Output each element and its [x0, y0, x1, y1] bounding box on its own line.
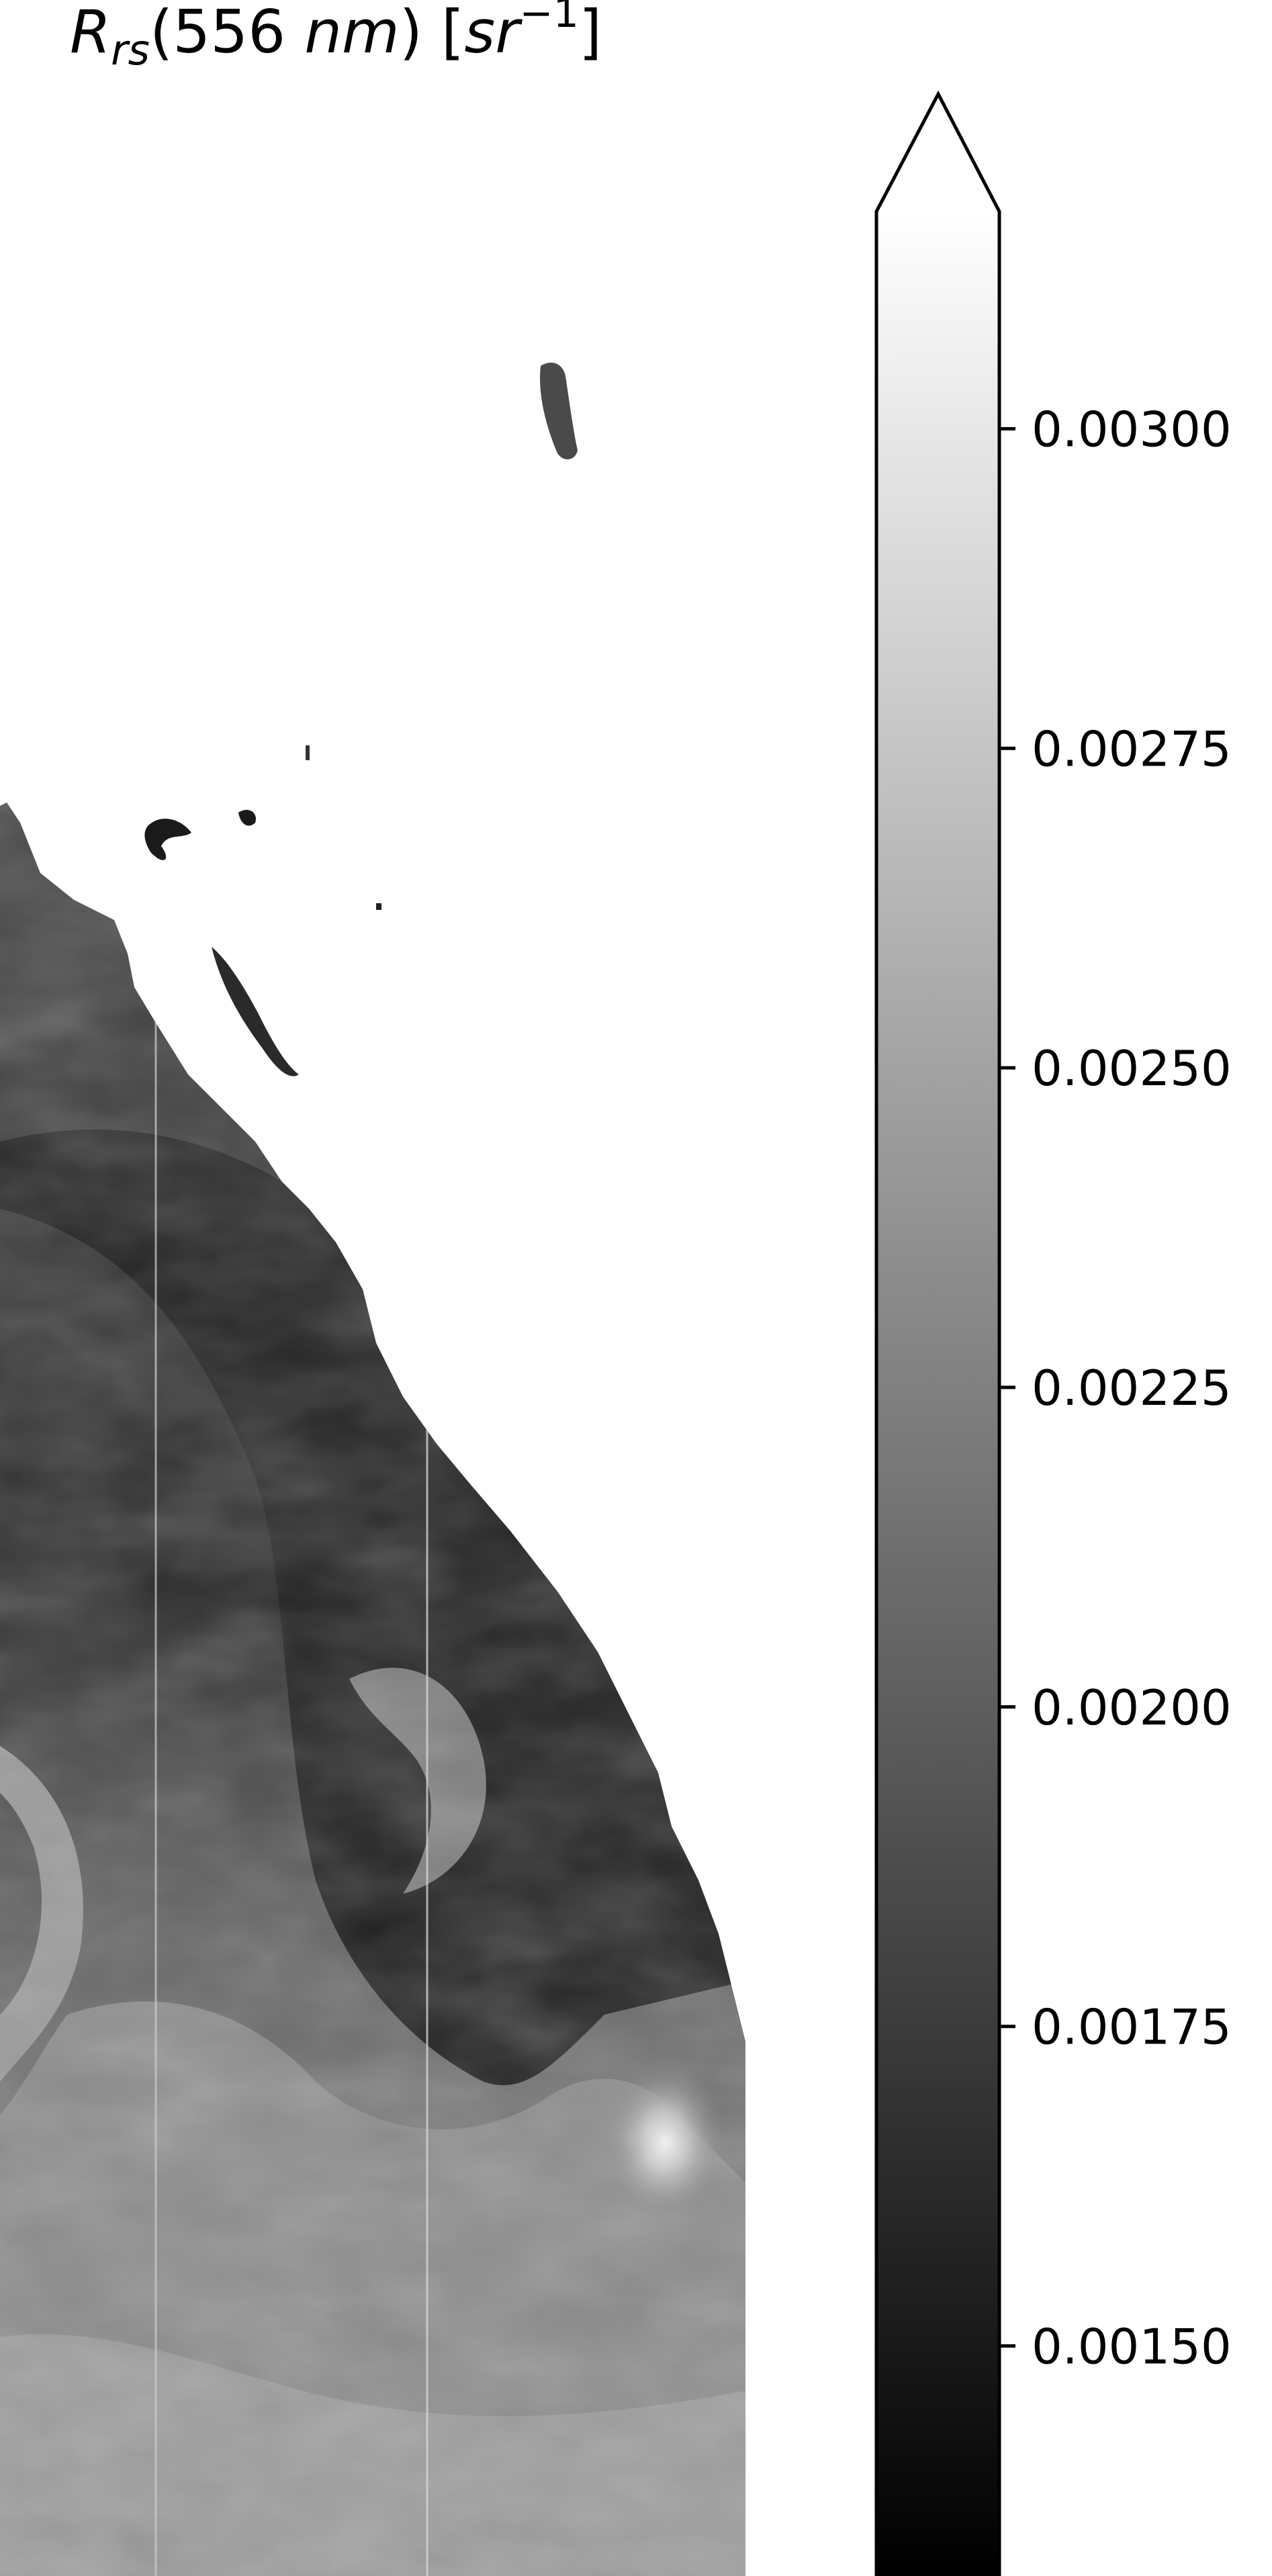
island-patch-a — [144, 819, 191, 860]
title-subscript: rs — [111, 26, 150, 75]
colorbar-gradient — [876, 212, 999, 2576]
title-wavelength-unit: nm — [304, 0, 400, 66]
colorbar-tick-label: 0.00150 — [1032, 2318, 1232, 2375]
title-unit-open: [ — [422, 0, 464, 66]
colorbar: 0.00150 0.00175 0.00200 0.00225 0.00250 0.002… — [874, 90, 1232, 2576]
island-patch-b — [238, 809, 256, 826]
reflectance-image — [0, 363, 745, 2576]
island-dot-1 — [306, 745, 310, 760]
title-open-paren: ( — [150, 0, 173, 66]
colorbar-tick-label: 0.00250 — [1032, 1040, 1232, 1097]
title-wavelength: 556 — [173, 0, 304, 66]
island-north — [540, 363, 578, 460]
colorbar-ticks: 0.00150 0.00175 0.00200 0.00225 0.00250 0.002… — [999, 402, 1232, 2375]
svg-text:Rrs(556 nm) [sr−1]: Rrs(556 nm) [sr−1] — [70, 0, 602, 75]
title-unit-close: ] — [579, 0, 602, 66]
title-unit: sr — [464, 0, 523, 66]
colorbar-tick-label: 0.00225 — [1032, 1360, 1232, 1416]
title-superscript: −1 — [519, 0, 578, 37]
colorbar-tick-label: 0.00175 — [1032, 1999, 1232, 2056]
island-patch-c — [212, 947, 299, 1076]
title-close-paren: ) — [400, 0, 422, 66]
title-symbol: R — [70, 0, 111, 66]
colorbar-outline — [874, 90, 1001, 2576]
colorbar-extend-arrow — [876, 94, 999, 212]
colorbar-tick-label: 0.00275 — [1032, 721, 1232, 777]
chart-title: Rrs(556 nm) [sr−1] — [70, 0, 602, 75]
colorbar-tick-label: 0.00200 — [1032, 1680, 1232, 1736]
island-dot-2 — [376, 903, 381, 910]
colorbar-tick-label: 0.00300 — [1032, 402, 1232, 458]
